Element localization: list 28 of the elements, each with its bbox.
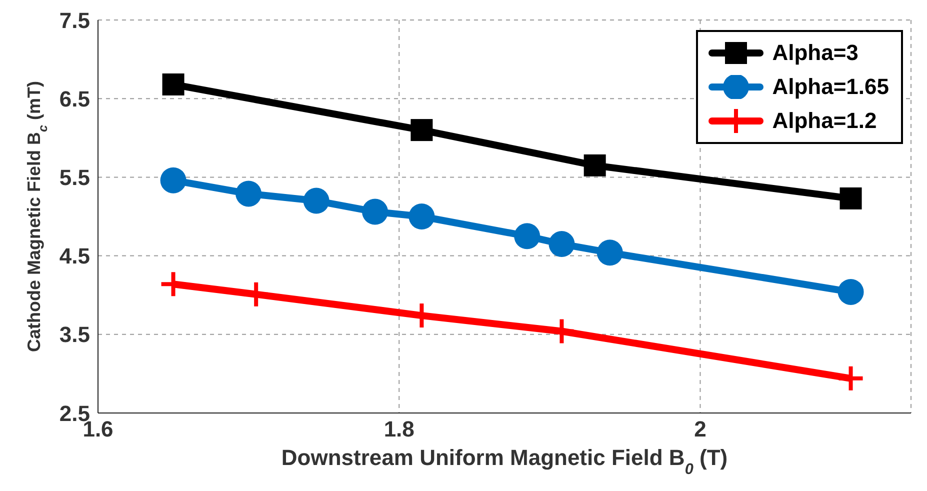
point xyxy=(160,167,186,194)
point xyxy=(550,319,574,344)
legend-label: Alpha=1.2 xyxy=(772,108,877,134)
point xyxy=(838,278,864,305)
point xyxy=(362,198,388,225)
y-tick-label: 7.5 xyxy=(59,8,90,33)
x-tick-label: 1.8 xyxy=(384,416,414,442)
point xyxy=(514,223,540,250)
legend-label: Alpha=1.65 xyxy=(772,74,889,100)
x-axis-title: Downstream Uniform Magnetic Field B$_{0}$ (T) xyxy=(281,445,728,478)
y-tick-label: 4.5 xyxy=(59,244,90,269)
point xyxy=(408,204,435,230)
point xyxy=(303,188,330,214)
y-tick-label: 5.5 xyxy=(59,165,90,190)
point xyxy=(161,272,186,296)
point xyxy=(596,240,623,266)
point xyxy=(838,366,863,390)
point xyxy=(584,154,606,176)
point xyxy=(410,119,433,142)
point xyxy=(840,187,862,210)
point xyxy=(236,180,262,207)
point xyxy=(548,231,575,258)
y-tick-label: 6.5 xyxy=(59,86,90,112)
point xyxy=(162,73,184,96)
y-tick-label: 3.5 xyxy=(59,322,90,348)
legend-label: Alpha=3 xyxy=(772,40,858,66)
x-tick-label: 2 xyxy=(694,416,706,442)
point xyxy=(244,282,268,306)
